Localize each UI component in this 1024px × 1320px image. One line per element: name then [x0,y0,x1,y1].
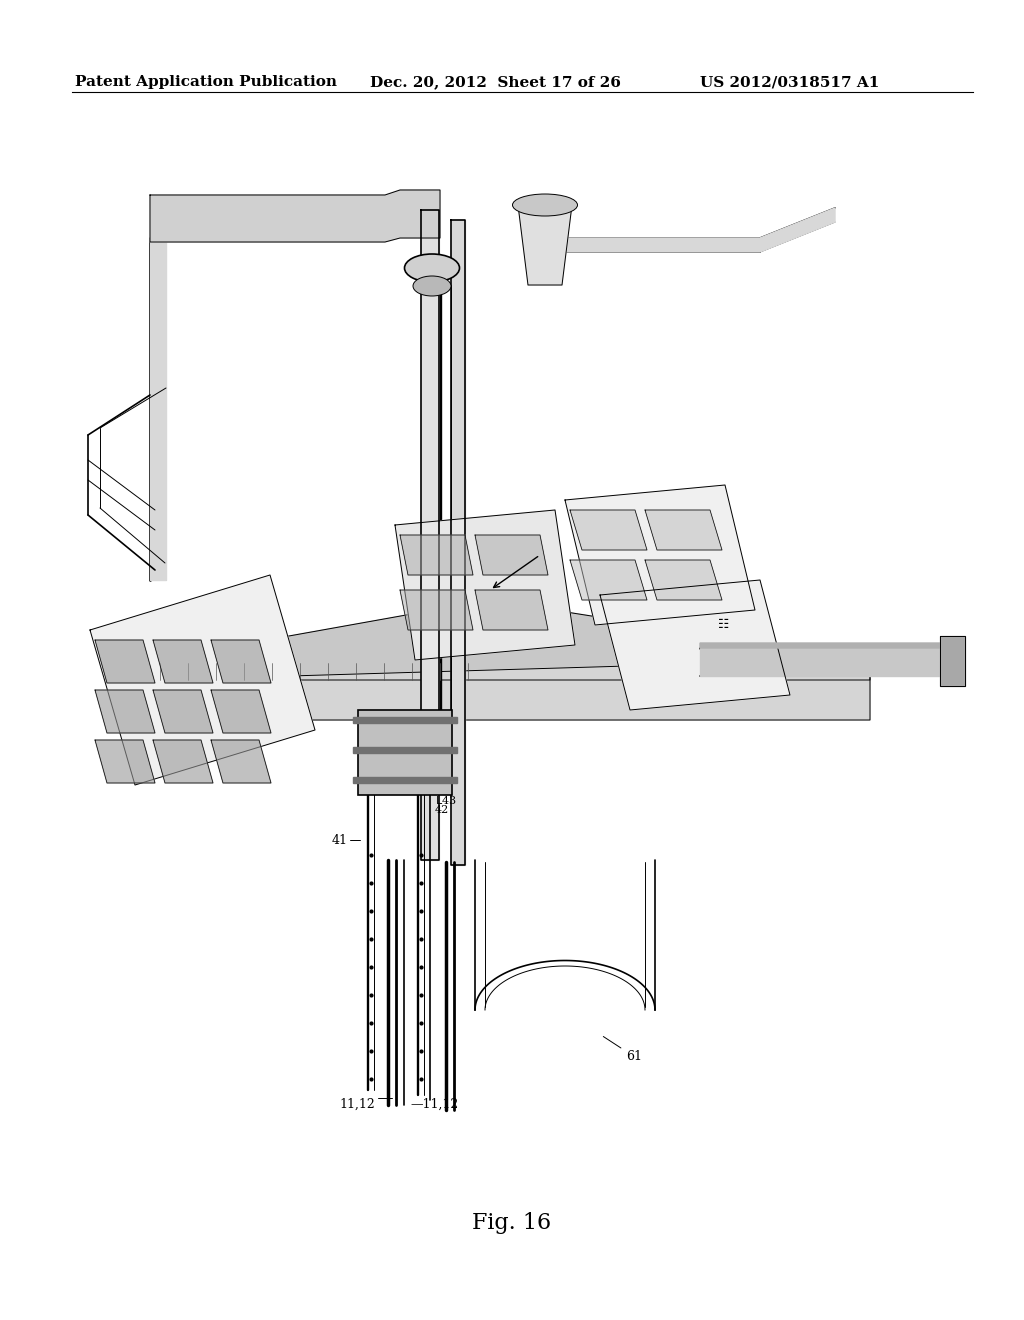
Text: 61: 61 [603,1036,642,1063]
Polygon shape [475,535,548,576]
Ellipse shape [413,276,451,296]
Text: Dec. 20, 2012  Sheet 17 of 26: Dec. 20, 2012 Sheet 17 of 26 [370,75,621,88]
Polygon shape [451,220,465,865]
Text: Patent Application Publication: Patent Application Publication [75,75,337,88]
Ellipse shape [512,194,578,216]
Polygon shape [150,238,166,579]
Polygon shape [353,777,457,783]
Polygon shape [565,484,755,624]
Polygon shape [562,209,835,252]
Polygon shape [421,210,439,861]
Polygon shape [940,636,965,686]
Polygon shape [400,590,473,630]
Text: Fig. 16: Fig. 16 [472,1212,552,1234]
Polygon shape [153,690,213,733]
Polygon shape [700,643,961,648]
Text: 11,12: 11,12 [339,1098,375,1111]
Polygon shape [700,648,955,676]
Polygon shape [400,535,473,576]
Polygon shape [95,741,155,783]
Text: $\mathsf{L}$43: $\mathsf{L}$43 [435,795,457,807]
Polygon shape [475,590,548,630]
Ellipse shape [404,253,460,282]
Polygon shape [645,560,722,601]
Polygon shape [211,741,271,783]
Polygon shape [95,690,155,733]
Polygon shape [155,601,870,680]
Polygon shape [358,710,452,795]
Text: US 2012/0318517 A1: US 2012/0318517 A1 [700,75,880,88]
Text: ☷: ☷ [718,618,729,631]
Polygon shape [518,205,572,285]
Polygon shape [570,510,647,550]
Polygon shape [211,690,271,733]
Polygon shape [600,579,790,710]
Polygon shape [353,747,457,752]
Polygon shape [645,510,722,550]
Text: 42: 42 [435,805,450,814]
Polygon shape [153,741,213,783]
Polygon shape [395,510,575,660]
Polygon shape [353,717,457,723]
Polygon shape [95,640,155,682]
Polygon shape [153,640,213,682]
Polygon shape [570,560,647,601]
Polygon shape [150,190,440,242]
Text: 41: 41 [332,833,348,846]
Polygon shape [155,660,870,719]
Polygon shape [211,640,271,682]
Polygon shape [90,576,315,785]
Text: —11,12: —11,12 [410,1098,459,1111]
